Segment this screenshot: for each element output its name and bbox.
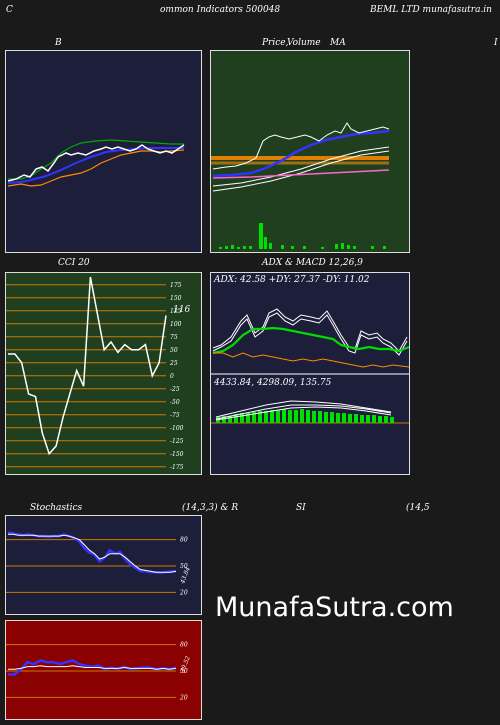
price-line xyxy=(212,122,390,170)
symbol-title: BEML LTD munafasutra.in xyxy=(370,5,492,15)
rsi-value-label: 39.52 xyxy=(179,655,192,674)
cci-panel: 175 150 125 100 75 50 25 0 -25 -50 -75 -100 -125 -150… xyxy=(5,272,202,475)
series-line-1 xyxy=(7,531,176,575)
y-tick-label: 20 xyxy=(179,694,188,701)
y-tick-label: 150 xyxy=(170,295,182,302)
bollinger-middle-band xyxy=(7,147,184,184)
y-tick-label: -75 xyxy=(170,412,180,419)
adx-macd-panel xyxy=(210,272,410,475)
series-line-1 xyxy=(8,276,167,456)
y-tick-label: 0 xyxy=(170,373,174,380)
stoch-title-c: SI xyxy=(296,503,306,513)
bollinger-chart xyxy=(7,139,185,187)
y-tick-label: -150 xyxy=(170,451,184,458)
y-tick-label: 25 xyxy=(169,360,178,367)
cci-title: CCI 20 xyxy=(58,258,90,268)
adx-readout: ADX: 42.58 +DY: 27.37 -DY: 11.02 xyxy=(214,275,370,285)
y-tick-label: 80 xyxy=(180,537,188,544)
y-tick-label: -50 xyxy=(170,399,180,406)
price-title-a: Price, xyxy=(262,38,289,48)
y-tick-label: -100 xyxy=(170,425,184,432)
ma-pink xyxy=(212,169,390,179)
bollinger-panel xyxy=(5,50,202,253)
bollinger-price xyxy=(7,144,185,182)
volume-bars xyxy=(219,223,386,249)
header-c: C xyxy=(6,5,13,15)
y-tick-label: -25 xyxy=(170,386,180,393)
y-tick-label: 50 xyxy=(170,347,178,354)
y-tick-label: 75 xyxy=(170,334,178,341)
stoch-title-b: (14,3,3) & R xyxy=(182,503,239,513)
y-tick-label: -175 xyxy=(170,464,184,471)
macd-readout: 4433.84, 4298.09, 135.75 xyxy=(214,378,332,388)
macd-line xyxy=(215,400,392,418)
adx-minus-line xyxy=(213,352,409,368)
ma-longer xyxy=(212,150,390,192)
y-tick-label: 50 xyxy=(180,563,188,570)
adx-macd-chart xyxy=(211,308,409,424)
y-tick-label: 175 xyxy=(170,282,182,289)
rsi-panel: 80 50 20 39.52 xyxy=(5,620,202,720)
y-tick-label: 80 xyxy=(180,642,188,649)
cci-value-label: 116 xyxy=(173,305,191,315)
macd-signal-line xyxy=(215,404,392,420)
rsi-chart: 80 50 20 39.52 xyxy=(6,642,192,701)
series-line-2 xyxy=(8,533,177,573)
price-chart xyxy=(211,122,390,249)
y-tick-label: 125 xyxy=(170,308,182,315)
page-subtitle: ommon Indicators 500048 xyxy=(160,5,281,15)
stoch-title-d: (14,5 xyxy=(406,503,430,513)
adx-title: ADX & MACD 12,26,9 xyxy=(262,258,363,268)
cci-chart: 175 150 125 100 75 50 25 0 -25 -50 -75 -100 -125 -150… xyxy=(6,276,184,471)
y-tick-label: 100 xyxy=(170,321,182,328)
y-tick-label: 50 xyxy=(180,668,188,675)
stoch-title-a: Stochastics xyxy=(30,503,83,513)
watermark: MunafaSutra.com xyxy=(215,592,454,623)
price-title-b: Volume xyxy=(287,38,321,48)
series-line-2 xyxy=(8,665,177,670)
price-title-c: MA xyxy=(330,38,346,48)
di-minus-line xyxy=(212,312,408,356)
series-line-1 xyxy=(8,659,177,676)
macd-extra-line xyxy=(215,406,392,421)
di-plus-line xyxy=(212,308,408,352)
adx-line xyxy=(212,326,409,355)
y-tick-label: 20 xyxy=(179,589,188,596)
bollinger-upper-band xyxy=(8,139,184,180)
price-right-title: I xyxy=(494,38,498,48)
bollinger-title: B xyxy=(55,38,62,48)
price-panel xyxy=(210,50,410,253)
ma-blue xyxy=(212,129,390,178)
ma-long xyxy=(212,146,390,187)
y-tick-label: -125 xyxy=(170,438,184,445)
stochastics-panel: 80 50 20 43.84 xyxy=(5,515,202,615)
